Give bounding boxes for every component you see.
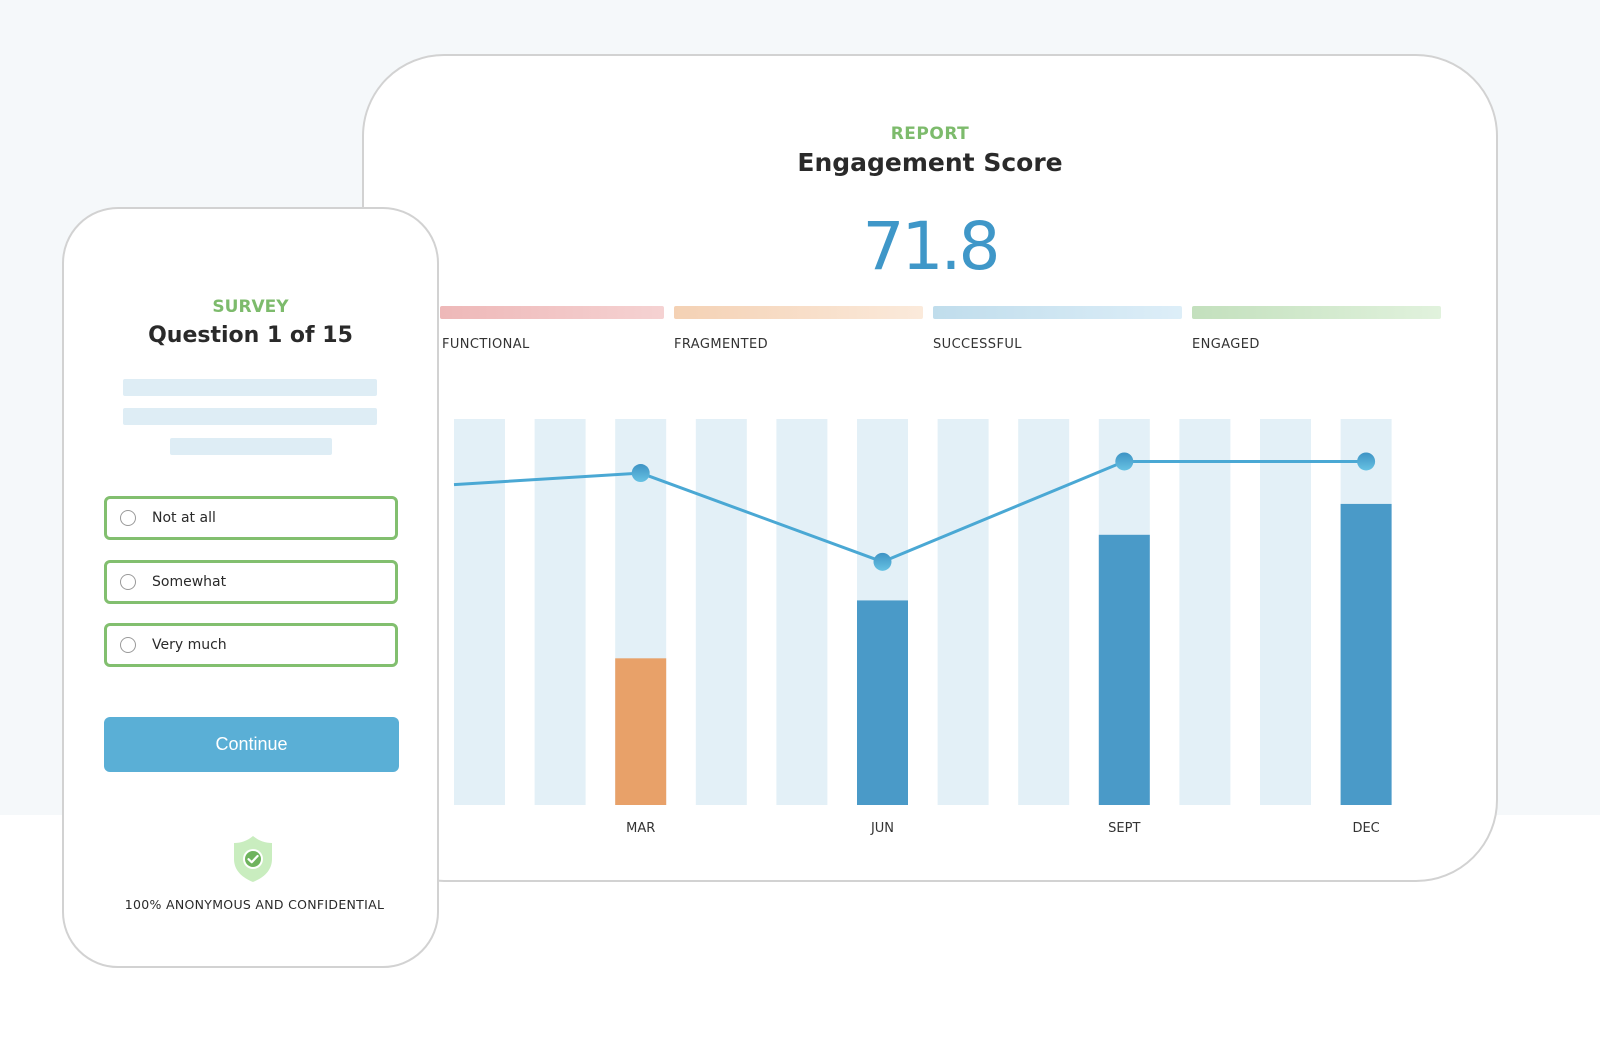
bar-track-feb bbox=[534, 419, 586, 805]
radio-icon[interactable] bbox=[120, 637, 136, 653]
level-bar-functional bbox=[440, 306, 664, 319]
report-title: Engagement Score bbox=[797, 148, 1063, 177]
bar-mar bbox=[615, 658, 667, 805]
level-label-successful: SUCCESSFUL bbox=[933, 337, 1022, 352]
bar-track-may bbox=[776, 419, 828, 805]
continue-button[interactable]: Continue bbox=[104, 717, 399, 772]
trend-point-dec bbox=[1357, 452, 1376, 471]
radio-icon[interactable] bbox=[120, 510, 136, 526]
x-tick-label-jun: JUN bbox=[870, 821, 894, 836]
survey-eyebrow: SURVEY bbox=[212, 297, 289, 317]
bar-track-apr bbox=[695, 419, 747, 805]
trend-point-mar bbox=[631, 464, 650, 483]
engagement-score-value: 71.8 bbox=[862, 208, 1001, 285]
report-card: REPORT Engagement Score 71.8 FUNCTIONAL … bbox=[362, 54, 1498, 882]
level-bar-engaged bbox=[1192, 306, 1441, 319]
question-text-placeholder bbox=[123, 379, 377, 396]
x-tick-label-sept: SEPT bbox=[1108, 821, 1140, 836]
bar-jun bbox=[857, 600, 908, 805]
option-label: Very much bbox=[152, 637, 227, 653]
bar-track-oct bbox=[1179, 419, 1231, 805]
answer-option-very-much[interactable]: Very much bbox=[104, 623, 398, 667]
shield-check-icon bbox=[234, 836, 272, 882]
anonymity-notice: 100% ANONYMOUS AND CONFIDENTIAL bbox=[124, 897, 385, 912]
bar-sept bbox=[1098, 534, 1150, 805]
bar-track-nov bbox=[1260, 419, 1311, 805]
engagement-chart: MAR JUN SEPT DEC bbox=[453, 419, 1392, 836]
option-label: Somewhat bbox=[152, 574, 227, 590]
level-label-engaged: ENGAGED bbox=[1192, 337, 1260, 352]
x-tick-label-dec: DEC bbox=[1352, 821, 1379, 836]
question-counter: Question 1 of 15 bbox=[148, 323, 353, 348]
survey-phone-card: SURVEY Question 1 of 15 Not at all Somew… bbox=[62, 207, 439, 968]
level-label-functional: FUNCTIONAL bbox=[442, 337, 530, 352]
answer-option-somewhat[interactable]: Somewhat bbox=[104, 560, 398, 604]
bar-track-jul bbox=[937, 419, 989, 805]
question-text-placeholder bbox=[170, 438, 332, 455]
trend-point-sept bbox=[1115, 452, 1134, 471]
bar-track-aug bbox=[1018, 419, 1070, 805]
x-tick-label-mar: MAR bbox=[626, 821, 655, 836]
level-label-fragmented: FRAGMENTED bbox=[674, 337, 769, 352]
answer-option-not-at-all[interactable]: Not at all bbox=[104, 496, 398, 540]
report-eyebrow: REPORT bbox=[890, 124, 970, 144]
radio-icon[interactable] bbox=[120, 574, 136, 590]
level-bar-fragmented bbox=[674, 306, 923, 319]
trend-point-jun bbox=[873, 552, 892, 571]
option-label: Not at all bbox=[152, 510, 216, 526]
bar-dec bbox=[1340, 503, 1392, 805]
level-bar-successful bbox=[933, 306, 1182, 319]
question-text-placeholder bbox=[123, 408, 377, 425]
bar-track-jan bbox=[454, 419, 505, 805]
